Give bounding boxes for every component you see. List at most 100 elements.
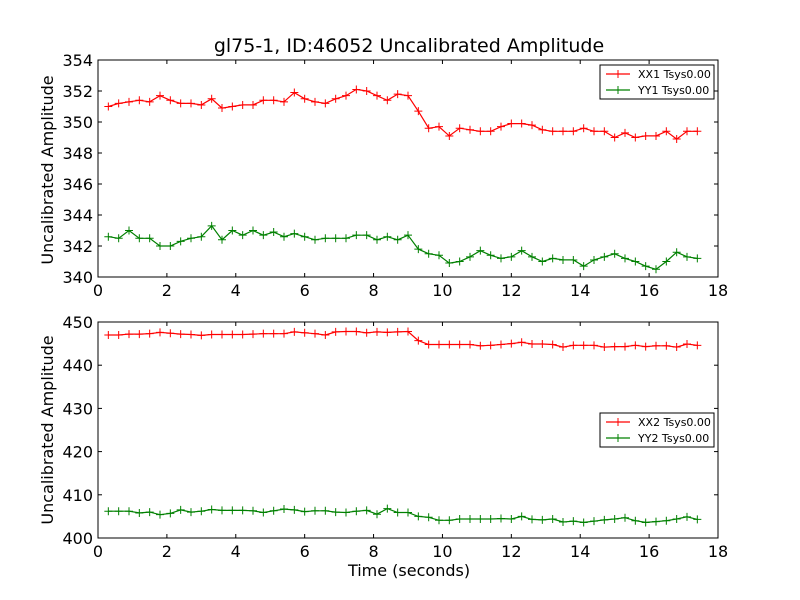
data-point-marker — [662, 341, 671, 350]
data-point-marker — [579, 262, 588, 271]
data-point-marker — [362, 506, 371, 515]
data-point-marker — [445, 516, 454, 525]
data-point-marker — [600, 343, 609, 352]
data-point-marker — [445, 131, 454, 140]
data-point-marker — [517, 119, 526, 128]
data-point-marker — [125, 507, 133, 516]
data-point-marker — [672, 343, 681, 352]
data-point-marker — [621, 342, 629, 351]
data-point-marker — [517, 512, 526, 521]
data-point-marker — [621, 254, 629, 263]
data-point-marker — [311, 329, 319, 338]
data-point-marker — [579, 341, 588, 350]
data-point-marker — [662, 127, 671, 136]
data-point-marker — [290, 505, 299, 514]
x-tick-label: 10 — [432, 542, 452, 561]
data-point-marker — [424, 340, 433, 349]
data-point-marker — [156, 510, 164, 519]
legend-entry-label: YY1 Tsys0.00 — [637, 84, 709, 97]
data-point-marker — [435, 516, 443, 525]
data-point-marker — [435, 122, 443, 131]
data-point-marker — [569, 517, 578, 526]
data-point-marker — [104, 232, 113, 241]
data-point-marker — [548, 254, 557, 263]
data-point-marker — [362, 328, 371, 337]
data-point-marker — [569, 127, 578, 136]
data-point-marker — [435, 251, 443, 260]
data-point-marker — [352, 507, 361, 516]
x-tick-label: 10 — [432, 281, 452, 300]
data-point-marker — [321, 234, 330, 243]
data-point-marker — [218, 330, 226, 339]
data-point-marker — [342, 327, 350, 336]
series-line — [108, 88, 698, 140]
data-point-marker — [393, 327, 402, 336]
data-point-marker — [259, 508, 268, 517]
top-plot-panel: gl75-1, ID:46052 Uncalibrated Amplitude … — [38, 35, 728, 300]
data-point-marker — [321, 99, 330, 108]
data-point-marker — [145, 97, 154, 106]
data-point-marker — [424, 124, 433, 133]
data-point-marker — [672, 514, 681, 523]
data-point-marker — [528, 252, 536, 261]
data-point-marker — [631, 257, 640, 266]
data-point-marker — [466, 340, 474, 349]
data-point-marker — [259, 329, 268, 338]
data-point-marker — [114, 507, 123, 516]
data-point-marker — [579, 124, 588, 133]
data-point-marker — [197, 232, 206, 241]
data-point-marker — [218, 104, 226, 113]
data-point-marker — [610, 514, 619, 523]
data-point-marker — [455, 340, 464, 349]
legend-entry-label: XX1 Tsys0.00 — [638, 68, 711, 81]
data-point-marker — [228, 506, 237, 515]
x-tick-label: 0 — [93, 281, 103, 300]
data-point-marker — [373, 327, 381, 336]
data-point-marker — [342, 234, 350, 243]
data-point-marker — [497, 340, 505, 349]
series-line — [108, 224, 698, 270]
data-point-marker — [600, 127, 609, 136]
data-point-marker — [590, 127, 598, 136]
data-point-marker — [631, 516, 640, 525]
data-point-marker — [559, 518, 567, 527]
data-point-marker — [300, 94, 309, 103]
top-axis-ticks: 0 2 4 6 8 10 12 14 16 18 340 342 344 346 348 350 352 354 — [62, 51, 728, 300]
y-tick-label: 440 — [62, 356, 93, 375]
data-point-marker — [166, 329, 175, 338]
data-point-marker — [145, 508, 154, 517]
data-point-marker — [342, 91, 350, 100]
data-point-marker — [176, 505, 185, 514]
data-point-marker — [331, 94, 340, 103]
data-point-marker — [579, 518, 588, 527]
data-point-marker — [414, 512, 423, 521]
data-point-marker — [280, 329, 288, 338]
x-tick-label: 4 — [231, 542, 241, 561]
data-point-marker — [414, 336, 423, 345]
data-point-marker — [486, 127, 495, 136]
data-point-marker — [176, 237, 185, 246]
data-point-marker — [590, 517, 598, 526]
data-point-marker — [393, 90, 402, 99]
data-point-marker — [672, 248, 681, 257]
x-tick-label: 6 — [300, 542, 310, 561]
data-point-marker — [445, 259, 454, 268]
x-tick-label: 8 — [368, 281, 378, 300]
x-tick-label: 2 — [162, 281, 172, 300]
data-point-marker — [362, 231, 371, 240]
data-point-marker — [104, 330, 113, 339]
data-point-marker — [466, 514, 474, 523]
x-tick-label: 16 — [639, 281, 659, 300]
data-point-marker — [662, 257, 671, 266]
data-point-marker — [517, 338, 526, 347]
data-point-marker — [156, 242, 164, 250]
bottom-plot-panel: Uncalibrated Amplitude Time (seconds) 0 2… — [38, 313, 728, 580]
data-point-marker — [424, 513, 433, 522]
data-point-marker — [569, 341, 578, 350]
data-point-marker — [476, 341, 485, 350]
data-point-marker — [114, 234, 123, 243]
data-point-marker — [207, 94, 216, 103]
data-point-marker — [187, 330, 195, 339]
x-tick-label: 6 — [300, 281, 310, 300]
data-point-marker — [249, 506, 257, 515]
